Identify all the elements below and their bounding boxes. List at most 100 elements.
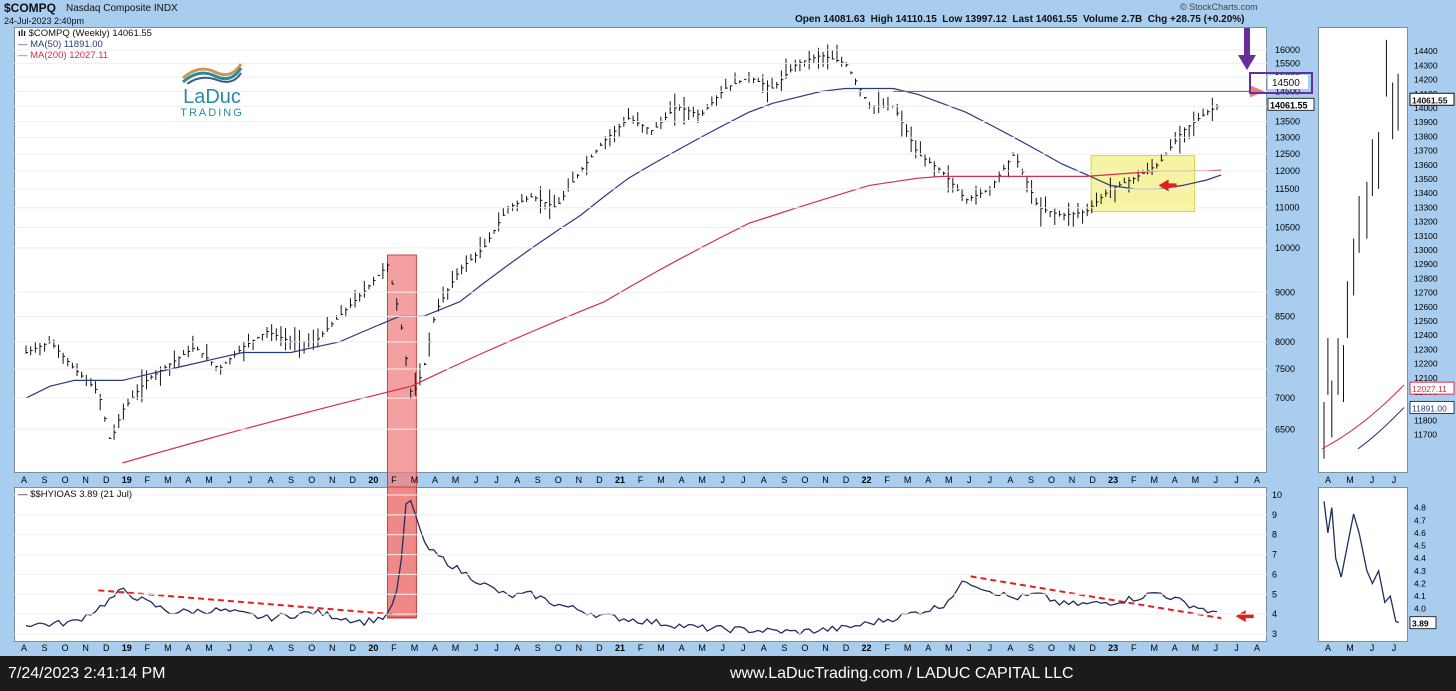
y-tick-label: 10000 bbox=[1275, 243, 1300, 253]
x-tick-label: N bbox=[576, 475, 583, 485]
x-tick-label-spread: 21 bbox=[615, 643, 625, 653]
x-tick-label-spread: F bbox=[884, 643, 890, 653]
x-tick-label-spread: J bbox=[1214, 643, 1219, 653]
legend-ma50-text: MA(50) 11891.00 bbox=[30, 39, 103, 50]
spread-zoom-x-tick-label: A bbox=[1325, 643, 1331, 653]
x-tick-label-spread: J bbox=[248, 643, 253, 653]
x-tick-label: 20 bbox=[368, 475, 378, 485]
x-tick-label-spread: M bbox=[904, 643, 912, 653]
x-tick-label: M bbox=[164, 475, 172, 485]
zoom-value-tag bbox=[1409, 381, 1455, 395]
x-tick-label-spread: J bbox=[741, 643, 746, 653]
x-tick-label: J bbox=[1234, 475, 1239, 485]
x-tick-label-spread: M bbox=[164, 643, 172, 653]
x-tick-label: J bbox=[741, 475, 746, 485]
last-price-tag bbox=[1267, 97, 1315, 111]
chart-datetime: 24-Jul-2023 2:40pm bbox=[4, 16, 85, 26]
zoom-y-tick-label: 14400 bbox=[1414, 46, 1438, 56]
zoom-value-label: 11891.00 bbox=[1412, 403, 1447, 413]
y-tick-label: 16000 bbox=[1275, 45, 1300, 55]
x-tick-label: S bbox=[42, 475, 48, 485]
zoom-y-tick-label: 12300 bbox=[1414, 344, 1438, 354]
x-tick-label: M bbox=[657, 475, 665, 485]
x-tick-label: M bbox=[1192, 475, 1200, 485]
spread-zoom-y-tick-label: 4.1 bbox=[1414, 591, 1426, 601]
zoom-y-tick-label: 12200 bbox=[1414, 359, 1438, 369]
y-tick-label: 7500 bbox=[1275, 364, 1295, 374]
x-tick-label: M bbox=[205, 475, 213, 485]
x-tick-label: A bbox=[1007, 475, 1013, 485]
ma50-line bbox=[25, 87, 1222, 399]
spread-y-tick-label: 3 bbox=[1272, 629, 1277, 639]
legend-price-text: $COMPQ (Weekly) 14061.55 bbox=[28, 28, 152, 39]
ma200-line bbox=[122, 169, 1222, 464]
zoom-y-tick-label: 13700 bbox=[1414, 146, 1438, 156]
x-tick-label: F bbox=[391, 475, 397, 485]
legend-ma200: — MA(200) 12027.11 bbox=[18, 50, 109, 61]
x-tick-label: F bbox=[1131, 475, 1137, 485]
x-tick-label: M bbox=[1151, 475, 1159, 485]
zoom-y-tick-label: 13000 bbox=[1414, 245, 1438, 255]
zoom-y-tick-label: 14200 bbox=[1414, 75, 1438, 85]
x-tick-label-spread: 23 bbox=[1108, 643, 1118, 653]
spread-y-tick-label: 4 bbox=[1272, 609, 1277, 619]
x-tick-label-spread: F bbox=[638, 643, 644, 653]
x-tick-label: O bbox=[62, 475, 69, 485]
x-tick-label-spread: D bbox=[350, 643, 357, 653]
x-tick-label-spread: M bbox=[452, 643, 460, 653]
zoom-y-tick-label: 13600 bbox=[1414, 160, 1438, 170]
x-tick-label-spread: A bbox=[21, 643, 27, 653]
x-tick-label: J bbox=[1214, 475, 1219, 485]
x-tick-label-spread: S bbox=[781, 643, 787, 653]
spread-trendline bbox=[98, 589, 393, 616]
x-tick-label: J bbox=[494, 475, 499, 485]
x-tick-label-spread: F bbox=[1131, 643, 1137, 653]
spread-panel[interactable] bbox=[14, 487, 1267, 642]
down-arrow-icon bbox=[1238, 28, 1256, 70]
x-tick-label: O bbox=[555, 475, 562, 485]
y-tick-label: 13000 bbox=[1275, 132, 1300, 142]
zoom-ma200-line bbox=[1321, 384, 1405, 450]
zoom-y-tick-label: 14300 bbox=[1414, 60, 1438, 70]
chart-header: $COMPQ Nasdaq Composite INDX 24-Jul-2023… bbox=[0, 0, 1456, 27]
x-tick-label: M bbox=[904, 475, 912, 485]
spread-zoom-y-tick-label: 4.6 bbox=[1414, 528, 1426, 538]
zoom-x-tick-label: J bbox=[1392, 475, 1397, 485]
x-tick-label: O bbox=[1048, 475, 1055, 485]
y-tick-label: 12500 bbox=[1275, 149, 1300, 159]
x-tick-label: D bbox=[103, 475, 110, 485]
x-tick-label: N bbox=[82, 475, 89, 485]
symbol-name: Nasdaq Composite INDX bbox=[66, 3, 178, 14]
spread-trendline bbox=[970, 575, 1222, 620]
x-tick-label-spread: M bbox=[657, 643, 665, 653]
logo-line1: LaDuc bbox=[183, 86, 241, 108]
x-tick-label-spread: J bbox=[720, 643, 725, 653]
x-tick-label: J bbox=[720, 475, 725, 485]
spread-chart bbox=[25, 486, 1254, 636]
legend-price: ılı $COMPQ (Weekly) 14061.55 bbox=[18, 28, 152, 39]
x-tick-label-spread: M bbox=[698, 643, 706, 653]
level-highlight-box bbox=[1249, 72, 1313, 94]
x-tick-label: D bbox=[1089, 475, 1096, 485]
price-legend: ılı $COMPQ (Weekly) 14061.55 — MA(50) 11… bbox=[18, 28, 152, 61]
x-tick-label: D bbox=[596, 475, 603, 485]
x-tick-label-spread: N bbox=[576, 643, 583, 653]
x-tick-label-spread: D bbox=[1089, 643, 1096, 653]
spread-zoom-y-tick-label: 4.8 bbox=[1414, 503, 1426, 513]
footer-credit: www.LaDucTrading.com / LADUC CAPITAL LLC bbox=[730, 665, 1074, 682]
main-price-panel[interactable] bbox=[14, 27, 1267, 473]
price-x-axis: A A S S O O N N D D 19 19 F F M M A A M M J J J J A A S S O O N N D D 20 20… bbox=[21, 475, 1260, 653]
x-tick-label: F bbox=[638, 475, 644, 485]
x-tick-label-spread: S bbox=[288, 643, 294, 653]
x-tick-label-spread: D bbox=[843, 643, 850, 653]
price-chart bbox=[25, 44, 1222, 619]
x-tick-label-spread: S bbox=[1028, 643, 1034, 653]
zoom-x-tick-label: M bbox=[1346, 475, 1354, 485]
spread-zoom-panel[interactable] bbox=[1318, 487, 1408, 642]
last-price-label: 14061.55 bbox=[1270, 100, 1308, 110]
zoom-x-tick-label: A bbox=[1325, 475, 1331, 485]
wave-logo-icon bbox=[182, 63, 243, 85]
spread-y-tick-label: 6 bbox=[1272, 569, 1277, 579]
left-arrow-icon bbox=[1158, 179, 1177, 192]
x-tick-label: S bbox=[781, 475, 787, 485]
